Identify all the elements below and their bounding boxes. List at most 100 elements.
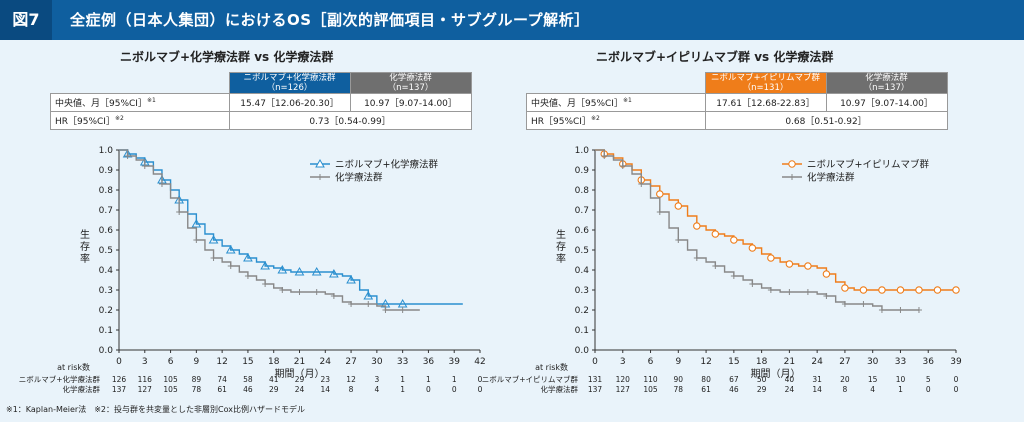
panel1-y-tick-label: 0.9: [99, 166, 114, 176]
panel2-atrisk-value: 127: [616, 385, 631, 394]
panel1-atrisk-value: 1: [452, 375, 457, 384]
panel2-col1-header: ニボルマブ+イピリムマブ群 （n=131）: [704, 72, 827, 94]
panel1-x-tick-label: 21: [294, 357, 305, 367]
panel1-series-1-point: [329, 268, 339, 278]
panel2-median-v2: 10.97［9.07-14.00］: [825, 93, 948, 112]
footnote: ※1：Kaplan-Meier法 ※2：投与群を共変量とした非層別Cox比例ハザ…: [6, 405, 305, 414]
panel1-series-2-point: [158, 181, 165, 187]
panel1-y-tick-label: 0.6: [99, 226, 114, 236]
panel1-series-2-point: [210, 255, 217, 261]
panel2-x-tick-label: 6: [648, 357, 654, 367]
panel2-x-tick-label: 18: [756, 357, 768, 367]
panel2-series-1-point: [730, 236, 738, 244]
panel2-y-tick-label: 1.0: [575, 146, 590, 156]
panel2-atrisk-title: at risk数: [535, 362, 568, 372]
panel2-x-tick-label: 9: [675, 357, 681, 367]
panel2-series-2-line: [595, 149, 919, 311]
panel1-atrisk-row-label: 化学療法群: [63, 384, 101, 394]
panel2-x-tick-label: 24: [811, 357, 823, 367]
panel1-atrisk-value: 1: [400, 385, 405, 394]
panel2-atrisk-value: 0: [954, 385, 959, 394]
panel1-series-2-point: [382, 307, 389, 313]
panel2-y-tick-label: 0.6: [575, 226, 590, 236]
panel2-series-1-point: [637, 176, 646, 184]
panel2-x-tick-label: 33: [895, 357, 906, 367]
panel1-series-2-point: [124, 153, 131, 159]
panel2-series-2-point: [786, 289, 793, 295]
panel1-atrisk-value: 29: [269, 385, 279, 394]
panel1-y-tick-label: 0.8: [99, 186, 114, 196]
panel2-y-tick-label: 0.5: [575, 246, 589, 256]
panel1-atrisk-value: 46: [243, 385, 253, 394]
panel2-y-tick-label: 0.3: [575, 286, 589, 296]
panel2-y-tick-label: 0.9: [575, 166, 590, 176]
panel2-series-1-point: [841, 284, 849, 292]
panel2-atrisk-value: 14: [812, 385, 822, 394]
panel2-x-label: 期間（月）: [751, 368, 801, 380]
panel1-legend-marker-1: [315, 158, 325, 168]
panel2-legend-label-1: ニボルマブ+イピリムマブ群: [807, 159, 929, 171]
panel2-series-1-point: [600, 150, 609, 158]
panel1-summary-table: ニボルマブ+化学療法群 （n=126） 化学療法群 （n=137） 中央値、月［95…: [50, 72, 472, 130]
panel2-series-1-point: [674, 202, 683, 210]
panel1-atrisk-value: 126: [112, 375, 127, 384]
panel1-atrisk-value: 61: [217, 385, 227, 394]
panel2-x-tick-label: 0: [592, 357, 598, 367]
panel1-series-2-point: [193, 237, 200, 243]
panel1-x-tick-label: 15: [242, 357, 253, 367]
panel1-atrisk-value: 4: [374, 385, 379, 394]
panel2-series-1-point: [711, 230, 720, 238]
panel2-series-1-line: [595, 149, 956, 291]
panel2-atrisk-value: 0: [954, 375, 959, 384]
panel2-x-tick-label: 15: [728, 357, 739, 367]
panel1-atrisk-value: 105: [163, 385, 178, 394]
panel1-series-1-point: [294, 266, 305, 276]
panel1-atrisk-value: 105: [163, 375, 178, 384]
panel1-series-1-point: [346, 274, 356, 284]
panel2-series-1-point: [619, 160, 627, 168]
panel2-atrisk-value: 40: [785, 375, 795, 384]
panel2-median-label: 中央値、月［95%CI］※1: [526, 93, 706, 112]
panel1-atrisk-value: 23: [321, 375, 331, 384]
panel2-series-2-point: [638, 181, 645, 187]
panel1-x-tick-label: 27: [345, 357, 356, 367]
panel2-series-1-point: [878, 286, 886, 294]
panel1-series-2-point: [365, 301, 372, 307]
panel2-atrisk-value: 67: [729, 375, 739, 384]
panel1-series-1-point: [397, 298, 408, 308]
panel2-series-2-point: [730, 273, 737, 279]
panel2-atrisk-value: 29: [757, 385, 767, 394]
panel1-y-tick-label: 0.7: [99, 206, 113, 216]
panel1-y-tick-label: 0.1: [99, 326, 113, 336]
panel1-series-1-point: [277, 264, 288, 274]
panel2-y-tick-label: 0.8: [575, 186, 590, 196]
panel2-y-tick-label: 0.7: [575, 206, 589, 216]
panel2-series-1-point: [693, 222, 701, 230]
panel2-series-1-point: [859, 286, 868, 294]
panel1-col2-header: 化学療法群 （n=137）: [349, 72, 472, 94]
panel2-series-2-point: [915, 307, 922, 313]
panel1-series-2-point: [262, 281, 269, 287]
panel1-series-2-line: [119, 149, 420, 311]
panel2-series-1-point: [656, 190, 664, 198]
panel2-series-2-point: [767, 287, 774, 293]
panel1-series-1-point: [243, 252, 253, 262]
panel1-hr-value: 0.73［0.54-0.99］: [228, 111, 472, 130]
panel1-series-1-point: [139, 156, 150, 166]
panel1-series-2-point: [279, 287, 286, 293]
panel2-x-tick-label: 12: [700, 357, 711, 367]
panel2-atrisk-row-label: 化学療法群: [541, 384, 579, 394]
panel2-atrisk-value: 8: [843, 385, 848, 394]
panel2-legend-marker-2: [789, 174, 795, 180]
panel1-median-label: 中央値、月［95%CI］※1: [50, 93, 230, 112]
panel2-atrisk-value: 137: [588, 385, 603, 394]
panel1-atrisk-value: 58: [243, 375, 253, 384]
panel2-title: ニボルマブ+イピリムマブ群 vs 化学療法群: [596, 50, 834, 64]
panel1-atrisk-value: 14: [321, 385, 331, 394]
panel2-series-2-point: [693, 255, 700, 261]
panel2-series-1-point: [933, 286, 942, 294]
panel2-series-2-point: [712, 263, 719, 269]
panel1-atrisk-title: at risk数: [57, 362, 90, 372]
panel2-atrisk-value: 20: [840, 375, 850, 384]
panel2-y-tick-label: 0.4: [575, 266, 590, 276]
